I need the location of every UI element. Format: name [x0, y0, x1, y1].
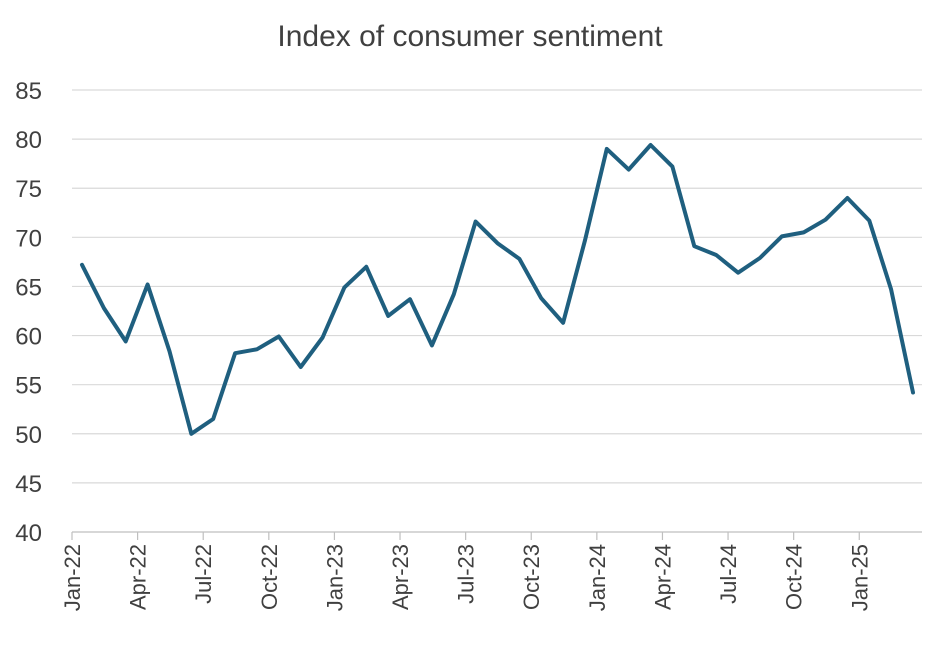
- data-point: [802, 230, 806, 234]
- y-tick-label: 60: [15, 324, 42, 351]
- y-tick-label: 65: [15, 274, 42, 301]
- data-point: [561, 321, 565, 325]
- x-tick-label: Jan-23: [322, 544, 347, 611]
- x-tick-label: Jul-23: [454, 544, 479, 604]
- data-point: [168, 349, 172, 353]
- data-point: [496, 241, 500, 245]
- data-point: [780, 234, 784, 238]
- x-tick-label: Apr-23: [388, 544, 413, 610]
- data-point: [255, 347, 259, 351]
- chart-title: Index of consumer sentiment: [277, 20, 663, 53]
- data-point: [386, 314, 390, 318]
- y-axis: 40 45 50 55 60 65 70 75 80 85: [15, 78, 42, 547]
- series: [80, 143, 915, 436]
- x-tick-label: Oct-22: [257, 544, 282, 610]
- data-point: [583, 238, 587, 242]
- data-point: [211, 417, 215, 421]
- data-point: [430, 343, 434, 347]
- data-point: [102, 306, 106, 310]
- x-tick-label: Oct-23: [519, 544, 544, 610]
- data-point: [714, 253, 718, 257]
- data-point: [824, 218, 828, 222]
- x-tick-label: Jan-22: [60, 544, 85, 611]
- x-tick-label: Jan-25: [847, 544, 872, 611]
- data-point: [146, 283, 150, 287]
- data-point: [517, 257, 521, 261]
- data-point: [474, 220, 478, 224]
- y-tick-label: 75: [15, 176, 42, 203]
- series-line-consumer-sentiment: [80, 143, 915, 436]
- data-point: [321, 336, 325, 340]
- data-point: [627, 168, 631, 172]
- x-tick-label: Jul-24: [716, 544, 741, 604]
- x-tick-label: Oct-24: [782, 544, 807, 610]
- data-point: [189, 432, 193, 436]
- data-point: [233, 351, 237, 355]
- data-point: [124, 339, 128, 343]
- data-point: [649, 143, 653, 147]
- data-point: [277, 335, 281, 339]
- gridlines: [72, 89, 922, 533]
- y-tick-label: 85: [15, 78, 42, 105]
- data-point: [867, 219, 871, 223]
- y-tick-label: 45: [15, 471, 42, 498]
- y-tick-label: 80: [15, 127, 42, 154]
- data-point: [452, 292, 456, 296]
- x-tick-label: Jan-24: [585, 544, 610, 611]
- y-tick-label: 40: [15, 520, 42, 547]
- data-point: [911, 391, 915, 395]
- data-point: [758, 256, 762, 260]
- data-point: [845, 196, 849, 200]
- data-point: [670, 165, 674, 169]
- data-point: [80, 263, 84, 267]
- data-point: [408, 297, 412, 301]
- y-tick-label: 70: [15, 225, 42, 252]
- data-point: [692, 244, 696, 248]
- y-tick-label: 55: [15, 373, 42, 400]
- y-tick-label: 50: [15, 422, 42, 449]
- x-tick-label: Apr-24: [650, 544, 675, 610]
- data-point: [605, 147, 609, 151]
- data-point: [889, 287, 893, 291]
- data-point: [539, 296, 543, 300]
- data-point: [736, 271, 740, 275]
- data-point: [299, 365, 303, 369]
- x-tick-label: Jul-22: [191, 544, 216, 604]
- x-tick-label: Apr-22: [126, 544, 151, 610]
- x-axis: Jan-22 Apr-22 Jul-22 Oct-22 Jan-23 Apr-23 Jul-…: [60, 532, 872, 611]
- data-point: [342, 285, 346, 289]
- data-point: [364, 265, 368, 269]
